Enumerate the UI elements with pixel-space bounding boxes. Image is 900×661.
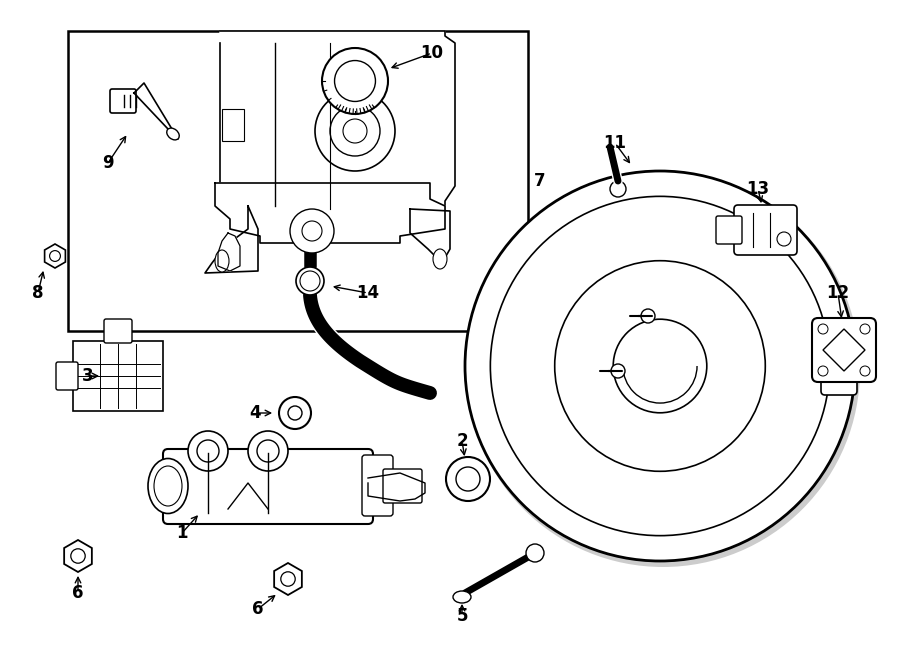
Bar [73,341,163,411]
Polygon shape [274,563,302,595]
Text: 8: 8 [32,284,44,302]
Circle shape [197,440,219,462]
Circle shape [860,324,870,334]
Ellipse shape [453,591,471,603]
Text: 2: 2 [456,432,468,450]
Circle shape [302,221,322,241]
FancyBboxPatch shape [734,205,797,255]
Bar [68,31,528,331]
Circle shape [446,457,490,501]
Text: 5: 5 [456,607,468,625]
Text: 7: 7 [535,172,545,190]
Circle shape [281,572,295,586]
Text: 6: 6 [72,584,84,602]
Polygon shape [64,540,92,572]
Circle shape [456,467,480,491]
Text: 6: 6 [252,600,264,618]
Circle shape [315,91,395,171]
Polygon shape [368,473,425,501]
Text: 4: 4 [249,404,261,422]
Circle shape [465,171,855,561]
Circle shape [610,181,626,197]
Text: 13: 13 [746,180,769,198]
Circle shape [526,544,544,562]
Circle shape [641,309,655,323]
FancyBboxPatch shape [716,216,742,244]
Text: 12: 12 [826,284,850,302]
FancyBboxPatch shape [56,362,78,390]
Circle shape [613,319,707,413]
Polygon shape [45,244,66,268]
Circle shape [248,431,288,471]
FancyBboxPatch shape [821,332,857,395]
Polygon shape [215,183,445,243]
Polygon shape [205,206,258,273]
Ellipse shape [154,466,182,506]
Circle shape [296,267,324,295]
Text: 10: 10 [420,44,444,62]
Polygon shape [134,83,178,139]
Ellipse shape [433,249,447,269]
Circle shape [290,209,334,253]
Circle shape [50,251,60,261]
Text: 11: 11 [604,134,626,152]
Polygon shape [220,31,455,211]
Circle shape [818,366,828,376]
Text: 1: 1 [176,524,188,542]
Circle shape [777,232,791,246]
Circle shape [257,440,279,462]
FancyBboxPatch shape [383,469,422,503]
FancyBboxPatch shape [362,455,393,516]
Circle shape [279,397,311,429]
Polygon shape [410,209,450,263]
Circle shape [300,271,320,291]
Ellipse shape [215,250,229,272]
Text: 14: 14 [356,284,380,302]
Text: 3: 3 [82,367,94,385]
Circle shape [860,366,870,376]
Circle shape [466,173,860,567]
Circle shape [330,106,380,156]
Ellipse shape [148,459,188,514]
Circle shape [188,431,228,471]
Circle shape [71,549,86,563]
Circle shape [322,48,388,114]
Circle shape [288,406,302,420]
Text: 9: 9 [103,154,113,172]
Circle shape [611,364,625,378]
Ellipse shape [166,128,179,140]
Circle shape [343,119,367,143]
FancyBboxPatch shape [163,449,373,524]
Bar [222,109,244,141]
FancyBboxPatch shape [110,89,136,113]
FancyBboxPatch shape [104,319,132,343]
FancyBboxPatch shape [812,318,876,382]
Circle shape [335,61,375,101]
Polygon shape [823,329,865,371]
Polygon shape [218,233,240,271]
Circle shape [818,324,828,334]
